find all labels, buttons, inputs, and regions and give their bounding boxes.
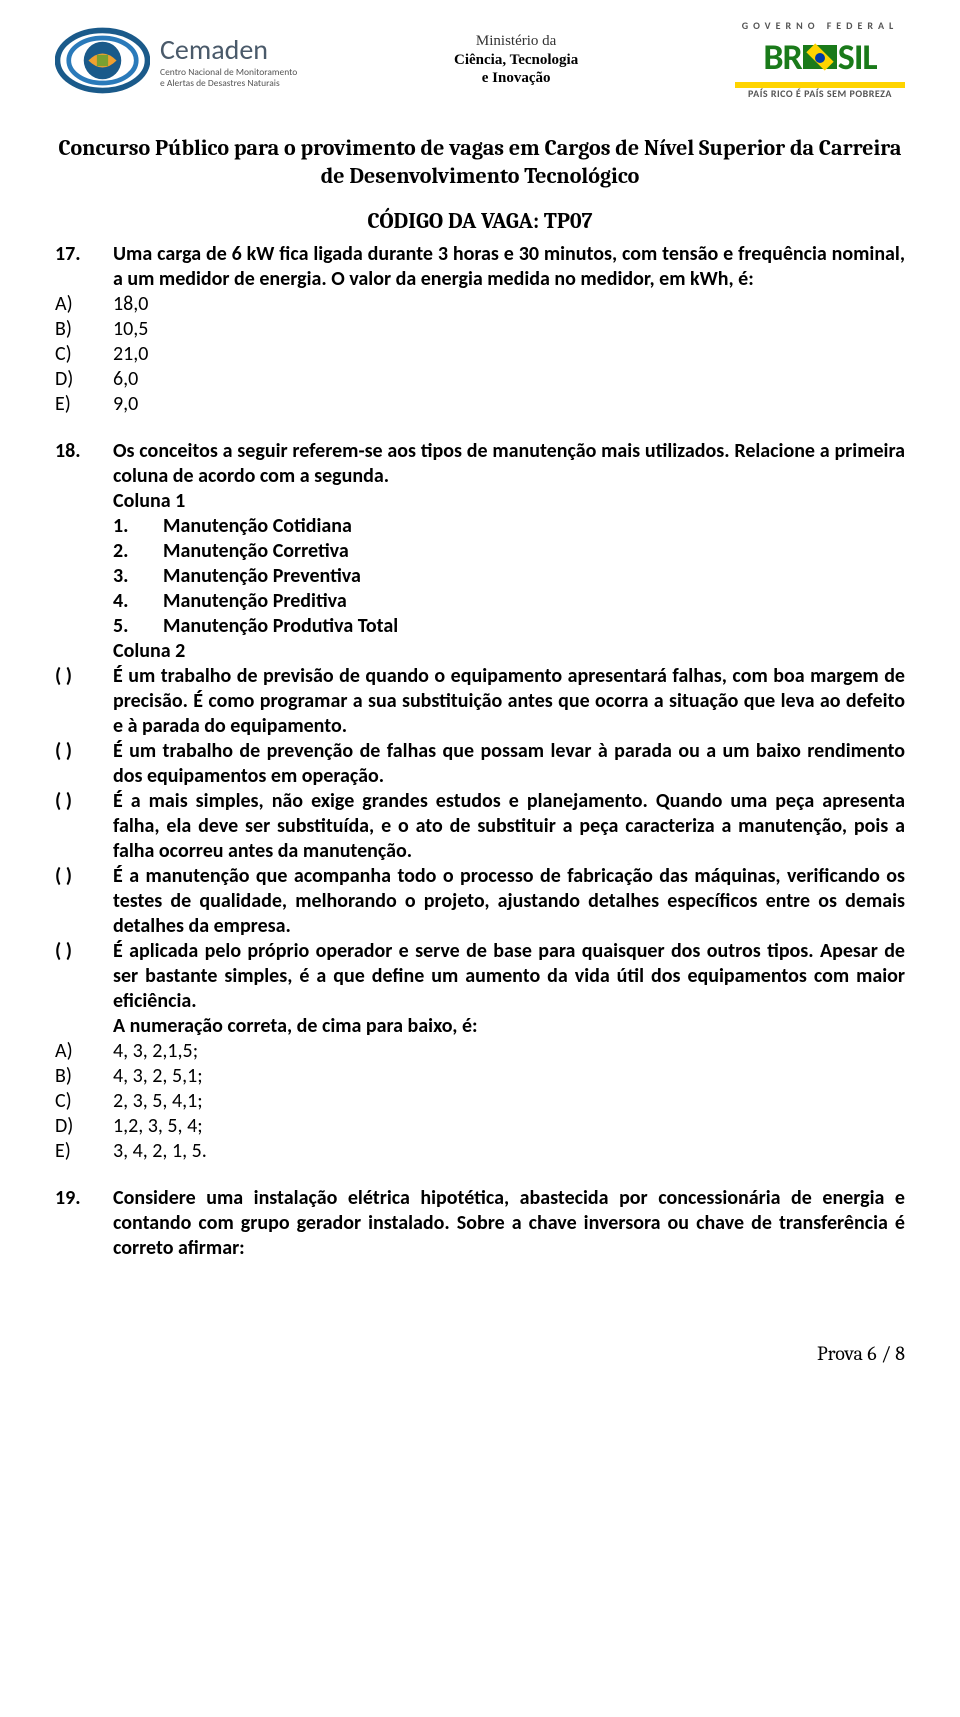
brasil-block: GOVERNO FEDERAL BR SIL PAÍS RICO É PAÍS …	[735, 20, 905, 100]
option-text: 9,0	[113, 392, 905, 417]
q18-match-5: ( )É aplicada pelo próprio operador e se…	[55, 939, 905, 1014]
q17-option-c: C)21,0	[55, 342, 905, 367]
question-19: 19. Considere uma instalação elétrica hi…	[55, 1186, 905, 1261]
option-text: 3, 4, 2, 1, 5.	[113, 1139, 905, 1164]
col-item-num: 2.	[113, 539, 163, 564]
option-text: 6,0	[113, 367, 905, 392]
option-text: 10,5	[113, 317, 905, 342]
q18-option-a: A)4, 3, 2,1,5;	[55, 1039, 905, 1064]
q18-col1-item-5: 5.Manutenção Produtiva Total	[113, 614, 905, 639]
q18-match-4: ( )É a manutenção que acompanha todo o p…	[55, 864, 905, 939]
option-text: 4, 3, 2,1,5;	[113, 1039, 905, 1064]
q18-final-prompt: A numeração correta, de cima para baixo,…	[113, 1014, 905, 1039]
ministry-line-3: e Inovação	[454, 69, 578, 88]
gov-federal-label: GOVERNO FEDERAL	[735, 20, 905, 33]
question-18: 18. Os conceitos a seguir referem-se aos…	[55, 439, 905, 1164]
cemaden-subtitle-2: e Alertas de Desastres Naturais	[160, 78, 297, 89]
cemaden-logo-block: Cemaden Centro Nacional de Monitoramento…	[55, 23, 297, 98]
option-text: 1,2, 3, 5, 4;	[113, 1114, 905, 1139]
q18-option-c: C)2, 3, 5, 4,1;	[55, 1089, 905, 1114]
q18-col1-item-1: 1.Manutenção Cotidiana	[113, 514, 905, 539]
q17-option-b: B)10,5	[55, 317, 905, 342]
paren-mark: ( )	[55, 789, 113, 864]
col-item-num: 3.	[113, 564, 163, 589]
match-text: É a mais simples, não exige grandes estu…	[113, 789, 905, 864]
ministry-block: Ministério da Ciência, Tecnologia e Inov…	[454, 32, 578, 88]
option-letter: E)	[55, 392, 113, 417]
q18-col2-heading: Coluna 2	[113, 639, 905, 664]
q18-col1-item-3: 3.Manutenção Preventiva	[113, 564, 905, 589]
match-text: É a manutenção que acompanha todo o proc…	[113, 864, 905, 939]
q17-option-d: D)6,0	[55, 367, 905, 392]
ministry-line-2: Ciência, Tecnologia	[454, 51, 578, 70]
option-letter: B)	[55, 317, 113, 342]
option-text: 4, 3, 2, 5,1;	[113, 1064, 905, 1089]
q18-option-b: B)4, 3, 2, 5,1;	[55, 1064, 905, 1089]
q18-text: Os conceitos a seguir referem-se aos tip…	[113, 439, 905, 489]
q19-number: 19.	[55, 1186, 113, 1211]
q18-match-1: ( )É um trabalho de previsão de quando o…	[55, 664, 905, 739]
brasil-text-left: BR	[763, 35, 801, 80]
col-item-text: Manutenção Cotidiana	[163, 514, 352, 539]
option-text: 21,0	[113, 342, 905, 367]
paren-mark: ( )	[55, 864, 113, 939]
q18-col1-item-4: 4.Manutenção Preditiva	[113, 589, 905, 614]
gov-slogan: PAÍS RICO É PAÍS SEM POBREZA	[735, 88, 905, 101]
page-footer: Prova 6 / 8	[55, 1341, 905, 1366]
q18-col1-heading: Coluna 1	[113, 489, 905, 514]
match-text: É aplicada pelo próprio operador e serve…	[113, 939, 905, 1014]
brasil-logo: BR SIL	[735, 35, 905, 80]
q18-number: 18.	[55, 439, 113, 464]
match-text: É um trabalho de previsão de quando o eq…	[113, 664, 905, 739]
option-text: 18,0	[113, 292, 905, 317]
question-17: 17. Uma carga de 6 kW fica ligada durant…	[55, 242, 905, 417]
option-letter: B)	[55, 1064, 113, 1089]
q17-number: 17.	[55, 242, 113, 267]
vaga-code: CÓDIGO DA VAGA: TP07	[55, 208, 905, 236]
q18-col1-item-2: 2.Manutenção Corretiva	[113, 539, 905, 564]
option-letter: C)	[55, 342, 113, 367]
paren-mark: ( )	[55, 739, 113, 789]
paren-mark: ( )	[55, 664, 113, 739]
cemaden-subtitle-1: Centro Nacional de Monitoramento	[160, 67, 297, 78]
col-item-text: Manutenção Produtiva Total	[163, 614, 398, 639]
match-text: É um trabalho de prevenção de falhas que…	[113, 739, 905, 789]
q18-option-e: E)3, 4, 2, 1, 5.	[55, 1139, 905, 1164]
q18-match-3: ( )É a mais simples, não exige grandes e…	[55, 789, 905, 864]
cemaden-title: Cemaden	[160, 32, 297, 67]
option-letter: D)	[55, 367, 113, 392]
q18-option-d: D)1,2, 3, 5, 4;	[55, 1114, 905, 1139]
q18-match-2: ( )É um trabalho de prevenção de falhas …	[55, 739, 905, 789]
col-item-text: Manutenção Preditiva	[163, 589, 347, 614]
main-title: Concurso Público para o provimento de va…	[55, 135, 905, 190]
paren-mark: ( )	[55, 939, 113, 1014]
option-letter: A)	[55, 1039, 113, 1064]
col-item-text: Manutenção Corretiva	[163, 539, 349, 564]
col-item-num: 1.	[113, 514, 163, 539]
option-letter: D)	[55, 1114, 113, 1139]
brasil-flag-icon	[803, 45, 837, 69]
q17-option-a: A)18,0	[55, 292, 905, 317]
col-item-text: Manutenção Preventiva	[163, 564, 361, 589]
option-letter: E)	[55, 1139, 113, 1164]
col-item-num: 5.	[113, 614, 163, 639]
cemaden-eye-icon	[55, 23, 150, 98]
q17-option-e: E)9,0	[55, 392, 905, 417]
ministry-line-1: Ministério da	[454, 32, 578, 51]
page-header: Cemaden Centro Nacional de Monitoramento…	[55, 20, 905, 100]
cemaden-text-block: Cemaden Centro Nacional de Monitoramento…	[160, 32, 297, 89]
option-text: 2, 3, 5, 4,1;	[113, 1089, 905, 1114]
option-letter: A)	[55, 292, 113, 317]
col-item-num: 4.	[113, 589, 163, 614]
q17-text: Uma carga de 6 kW fica ligada durante 3 …	[113, 242, 905, 292]
q19-text: Considere uma instalação elétrica hipoté…	[113, 1186, 905, 1261]
brasil-text-right: SIL	[838, 35, 877, 80]
option-letter: C)	[55, 1089, 113, 1114]
